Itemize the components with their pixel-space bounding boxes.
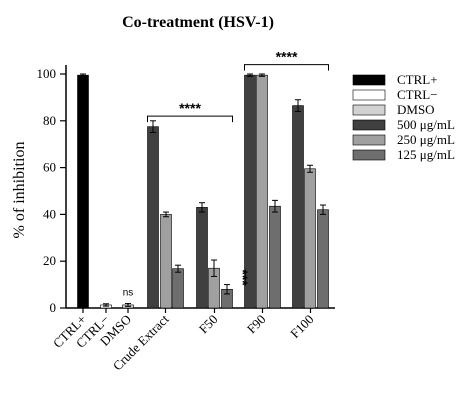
bar	[269, 205, 281, 309]
legend-label: CTRL−	[397, 87, 438, 102]
legend-swatch	[352, 119, 386, 131]
y-tick-label: 0	[50, 300, 57, 315]
legend-label: 500 μg/mL	[397, 117, 455, 132]
legend-label: DMSO	[397, 102, 435, 117]
significance-bracket	[244, 64, 329, 71]
ns-label: ns	[123, 288, 134, 299]
legend-swatch	[352, 134, 386, 146]
significance-label: ***	[235, 269, 251, 286]
legend-label: 250 μg/mL	[397, 132, 455, 147]
bars	[77, 74, 329, 309]
y-tick-label: 60	[43, 160, 56, 175]
bar	[77, 74, 89, 309]
y-tick-label: 80	[43, 113, 56, 128]
y-ticks: 0 20 40 60 80 100	[37, 66, 66, 315]
bar	[147, 126, 159, 309]
legend-swatch	[352, 104, 386, 116]
category-label: F90	[244, 312, 269, 337]
error-bars	[80, 73, 326, 307]
significance-label: ****	[276, 49, 298, 65]
legend-label: 125 μg/mL	[397, 147, 455, 162]
category-label: F100	[287, 312, 317, 342]
significance-bracket	[147, 115, 233, 123]
y-tick-label: 100	[37, 66, 57, 81]
bar	[160, 214, 172, 309]
y-tick-label: 20	[43, 253, 56, 268]
y-axis-label: % of inhibition	[11, 142, 28, 239]
bar	[304, 168, 316, 309]
legend-label: CTRL+	[397, 72, 438, 87]
bar	[256, 74, 268, 309]
significance-brackets: **** ****	[147, 49, 329, 123]
bar	[317, 209, 329, 309]
bar	[196, 207, 208, 309]
legend-swatch	[352, 74, 386, 86]
category-label: F50	[196, 312, 221, 337]
annotations: ns ***	[123, 269, 251, 298]
bar	[292, 105, 304, 309]
bar	[172, 268, 184, 309]
legend-swatch	[352, 89, 386, 101]
significance-label: ****	[179, 100, 201, 116]
chart-title: Co-treatment (HSV-1)	[122, 14, 274, 31]
y-tick-label: 40	[43, 206, 56, 221]
legend-swatch	[352, 149, 386, 161]
